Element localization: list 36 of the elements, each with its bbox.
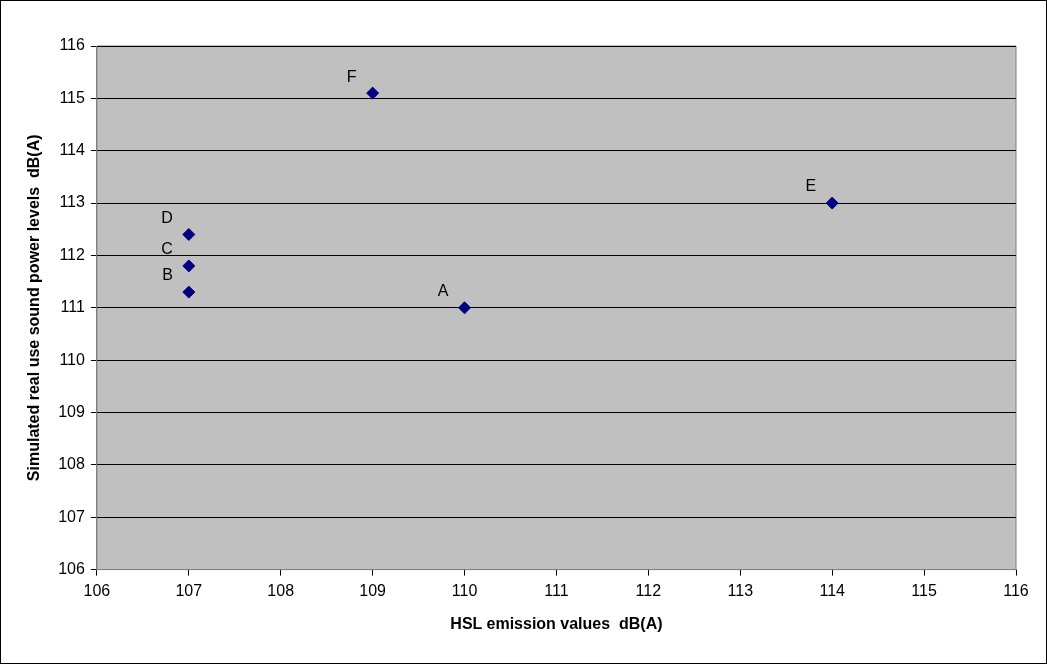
y-tick-label: 116 <box>59 36 85 54</box>
y-axis-title: Simulated real use sound power levels dB(A) <box>25 134 43 482</box>
y-tick-label: 107 <box>58 507 85 525</box>
x-axis-title: HSL emission values dB(A) <box>450 614 663 632</box>
x-tick-label: 111 <box>544 581 569 599</box>
annotation: A <box>437 282 449 300</box>
point <box>825 196 839 210</box>
annotation: F <box>346 67 357 85</box>
x-tick-label: 112 <box>635 581 662 599</box>
y-tick-label: 114 <box>59 141 85 159</box>
x-tick-label: 114 <box>819 581 846 599</box>
point <box>182 259 196 273</box>
y-tick-label: 110 <box>59 350 85 368</box>
y-tick-label: 115 <box>59 88 85 106</box>
x-tick-label: 113 <box>727 581 754 599</box>
point <box>366 86 380 100</box>
annotation: E <box>805 177 817 195</box>
y-tick-label: 106 <box>58 560 85 578</box>
annotation: D <box>161 208 173 226</box>
y-tick-label: 109 <box>58 402 85 420</box>
point <box>182 285 196 299</box>
y-tick-label: 113 <box>59 193 85 211</box>
y-tick-label: 111 <box>60 298 85 316</box>
point <box>458 301 472 315</box>
point <box>182 228 196 241</box>
x-tick-label: 115 <box>911 581 937 599</box>
y-tick-label: 112 <box>59 245 85 263</box>
x-tick-label: 109 <box>359 581 387 599</box>
x-tick-label: 106 <box>83 581 111 599</box>
x-tick-label: 110 <box>451 581 478 599</box>
x-tick-label: 116 <box>1003 581 1029 599</box>
y-tick-label: 108 <box>58 455 85 473</box>
x-tick-label: 107 <box>175 581 203 599</box>
annotation: C <box>161 240 173 258</box>
x-tick-label: 108 <box>267 581 295 599</box>
annotation: B <box>162 266 173 284</box>
